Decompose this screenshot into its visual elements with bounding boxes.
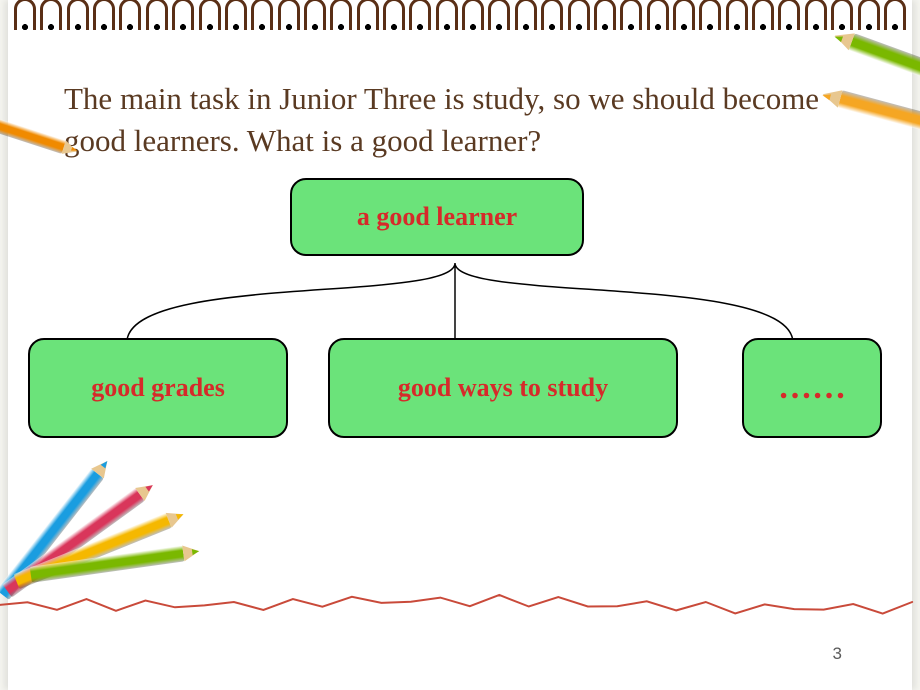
- page-number: 3: [833, 644, 842, 664]
- spiral-ring: [805, 0, 827, 30]
- spiral-ring: [778, 0, 800, 30]
- tree-child-node: good grades: [28, 338, 288, 438]
- spiral-ring: [40, 0, 62, 30]
- spiral-ring: [330, 0, 352, 30]
- heading-text: The main task in Junior Three is study, …: [64, 81, 819, 158]
- spiral-ring: [172, 0, 194, 30]
- tree-child-node: ……: [742, 338, 882, 438]
- spiral-ring: [568, 0, 590, 30]
- node-label: a good learner: [357, 202, 517, 232]
- spiral-ring: [462, 0, 484, 30]
- slide-heading: The main task in Junior Three is study, …: [64, 78, 822, 162]
- spiral-ring: [620, 0, 642, 30]
- spiral-ring: [726, 0, 748, 30]
- notebook-page: The main task in Junior Three is study, …: [8, 0, 912, 690]
- spiral-ring: [225, 0, 247, 30]
- spiral-ring: [699, 0, 721, 30]
- spiral-ring: [884, 0, 906, 30]
- node-label: good grades: [91, 373, 225, 403]
- spiral-ring: [146, 0, 168, 30]
- tree-connector: [68, 263, 842, 343]
- page-number-value: 3: [833, 644, 842, 663]
- node-label: ……: [778, 369, 846, 407]
- spiral-ring: [383, 0, 405, 30]
- spiral-binding: [8, 0, 912, 36]
- spiral-ring: [436, 0, 458, 30]
- spiral-ring: [409, 0, 431, 30]
- spiral-ring: [858, 0, 880, 30]
- concept-diagram: a good learner good grades good ways to st…: [8, 178, 912, 468]
- tree-root-node: a good learner: [290, 178, 584, 256]
- spiral-ring: [93, 0, 115, 30]
- spiral-ring: [119, 0, 141, 30]
- node-label: good ways to study: [398, 373, 608, 403]
- spiral-ring: [541, 0, 563, 30]
- decorative-wavy-line: [0, 590, 920, 620]
- spiral-ring: [14, 0, 36, 30]
- spiral-ring: [673, 0, 695, 30]
- spiral-ring: [199, 0, 221, 30]
- spiral-ring: [278, 0, 300, 30]
- spiral-ring: [357, 0, 379, 30]
- spiral-ring: [488, 0, 510, 30]
- tree-child-node: good ways to study: [328, 338, 678, 438]
- spiral-ring: [304, 0, 326, 30]
- spiral-ring: [594, 0, 616, 30]
- spiral-ring: [831, 0, 853, 30]
- spiral-ring: [67, 0, 89, 30]
- spiral-ring: [752, 0, 774, 30]
- spiral-ring: [647, 0, 669, 30]
- spiral-ring: [515, 0, 537, 30]
- spiral-ring: [251, 0, 273, 30]
